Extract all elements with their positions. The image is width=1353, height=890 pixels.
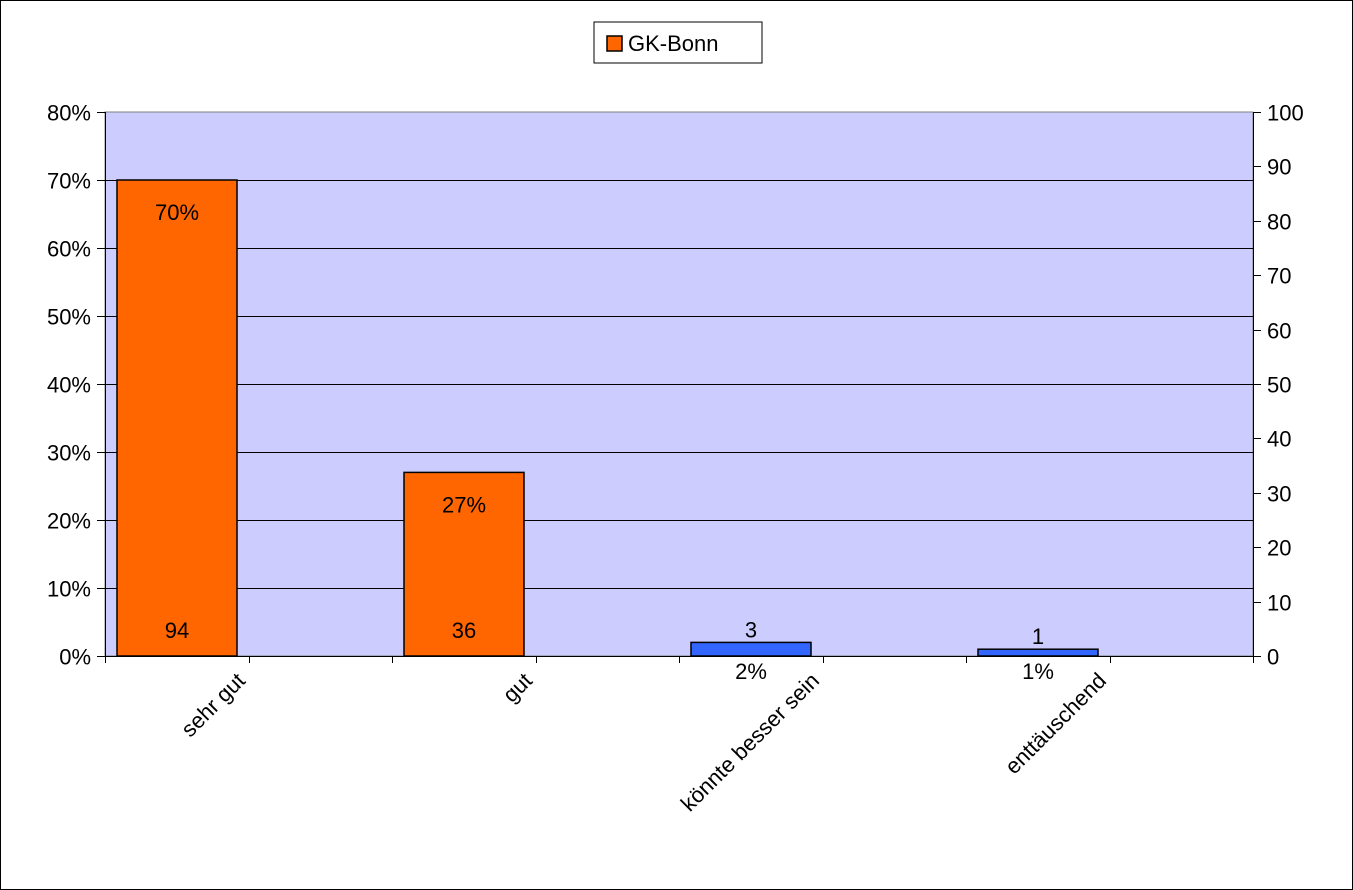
data-label-percent: 27% [442,492,486,517]
y-left-tick-label: 20% [47,509,91,534]
data-label-percent: 2% [735,659,767,684]
y-left-tick-label: 0% [59,645,91,670]
y-left-tick-label: 80% [47,101,91,126]
data-label-count: 1 [1032,624,1044,649]
data-label-count: 36 [452,618,476,643]
x-category-label: gut [498,668,537,707]
y-right-tick-label: 30 [1267,482,1291,507]
y-right-tick-label: 80 [1267,210,1291,235]
x-category-label: könnte besser sein [676,668,824,816]
y-right-tick-label: 20 [1267,536,1291,561]
bar [403,471,525,657]
data-label-percent: 70% [155,200,199,225]
y-right-tick-label: 50 [1267,373,1291,398]
y-left-tick-label: 70% [47,169,91,194]
y-right-tick-label: 70 [1267,264,1291,289]
x-category-label: sehr gut [176,668,250,742]
y-right-tick-label: 10 [1267,591,1291,616]
y-left-tick-label: 10% [47,577,91,602]
data-label-count: 94 [165,618,189,643]
x-category-label: enttäuschend [1000,668,1111,779]
y-right-tick-label: 0 [1267,645,1279,670]
bar [977,648,1099,657]
y-right-tick-label: 60 [1267,319,1291,344]
y-left-tick-label: 40% [47,373,91,398]
y-right-tick-label: 40 [1267,427,1291,452]
y-left-tick-label: 60% [47,237,91,262]
legend-label: GK-Bonn [628,31,719,56]
data-label-percent: 1% [1022,659,1054,684]
y-right-tick-label: 90 [1267,155,1291,180]
y-right-tick-label: 100 [1267,101,1304,126]
y-left-tick-label: 30% [47,441,91,466]
data-label-count: 3 [745,617,757,642]
bar [690,641,812,657]
y-left-tick-label: 50% [47,305,91,330]
legend-swatch [606,35,623,52]
bar [116,179,238,657]
